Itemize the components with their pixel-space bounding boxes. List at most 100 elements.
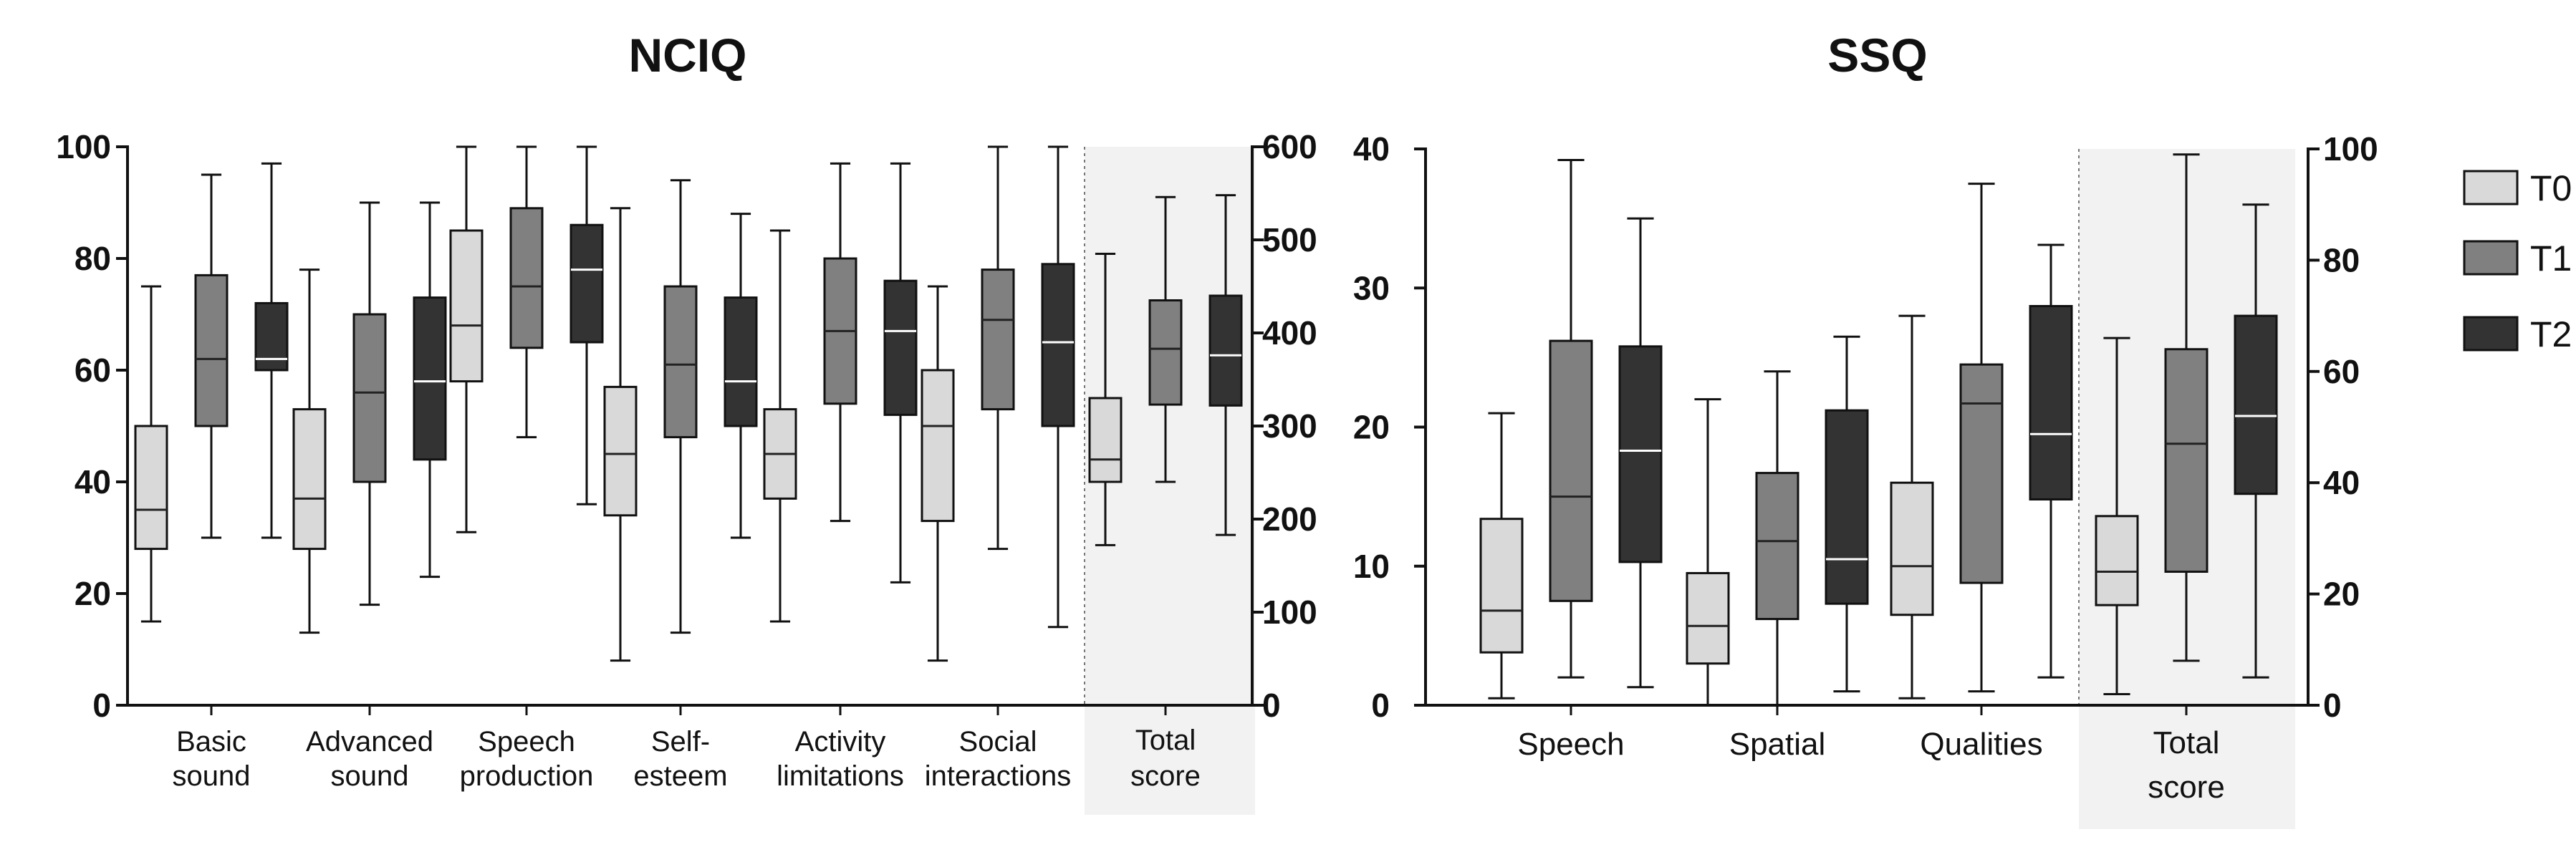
box-iqr [2095, 515, 2139, 606]
right-tick-label: 80 [2323, 241, 2360, 279]
right-tick-label: 100 [2323, 130, 2378, 168]
chart-title: SSQ [1827, 29, 1927, 82]
box-t1 [1959, 183, 2004, 693]
box-iqr [921, 369, 955, 523]
box-iqr [292, 408, 327, 551]
box-t1 [663, 179, 698, 634]
box-iqr [2029, 305, 2073, 501]
left-tick-label: 20 [1353, 409, 1390, 446]
box-t1 [194, 173, 229, 539]
box-iqr [1959, 363, 2004, 584]
legend-label-t1: T1 [2530, 238, 2572, 279]
right-tick-label: 400 [1262, 314, 1317, 352]
box-iqr [663, 285, 698, 439]
legend: T0 T1 T2 [2463, 168, 2572, 354]
box-t0 [1479, 412, 1524, 700]
box-iqr [194, 274, 229, 427]
left-tick-label: 40 [75, 463, 111, 500]
ssq-panel: SSQ 0 10 20 30 40 0 20 40 60 80 100 Speech Spatial Qua… [1353, 29, 2378, 829]
box-iqr [1618, 345, 1663, 563]
box-iqr [883, 279, 918, 416]
box-iqr [724, 296, 758, 427]
category-label: score [1130, 760, 1201, 792]
box-t1 [352, 201, 387, 606]
box-iqr [449, 229, 484, 383]
box-iqr [603, 385, 638, 517]
right-tick-label: 60 [2323, 353, 2360, 390]
box-t0 [134, 285, 168, 623]
box-iqr [1890, 481, 1934, 616]
box-t2 [569, 145, 604, 505]
box-iqr [981, 268, 1015, 411]
box-iqr [2164, 348, 2209, 573]
box-iqr [1208, 294, 1243, 407]
category-label: score [2148, 770, 2225, 805]
left-tick-label: 10 [1353, 548, 1390, 585]
box-t1 [509, 145, 544, 439]
box-iqr [1755, 472, 1799, 621]
category-label: sound [331, 760, 409, 792]
box-t0 [921, 285, 955, 662]
right-tick-label: 600 [1262, 128, 1317, 165]
box-iqr [413, 296, 447, 461]
box-iqr [1479, 518, 1524, 654]
category-label: Self- [651, 726, 710, 758]
category-label: Activity [795, 726, 886, 758]
box-iqr [352, 313, 387, 483]
right-tick-label: 20 [2323, 576, 2360, 613]
box-iqr [1686, 571, 1730, 665]
box-t2 [1041, 145, 1075, 629]
category-label: Spatial [1729, 727, 1826, 762]
right-tick-label: 0 [2323, 687, 2342, 724]
category-label: Speech [1517, 727, 1624, 762]
left-tick-label: 20 [75, 575, 111, 612]
category-label: production [460, 760, 594, 792]
box-t1 [1549, 159, 1593, 679]
category-label: interactions [925, 760, 1072, 792]
box-t2 [1618, 217, 1663, 689]
legend-label-t0: T0 [2530, 168, 2572, 208]
left-tick-label: 60 [75, 352, 111, 389]
box-iqr [1088, 397, 1123, 483]
legend-swatch-t2 [2463, 316, 2519, 352]
right-tick-label: 500 [1262, 221, 1317, 258]
box-t2 [1208, 194, 1243, 536]
nciq-panel: NCIQ 0 20 40 60 80 100 0 100 200 300 400 500 600 Basic… [56, 29, 1317, 815]
box-iqr [1041, 263, 1075, 427]
box-t2 [724, 213, 758, 539]
right-tick-label: 100 [1262, 594, 1317, 631]
box-t1 [981, 145, 1015, 551]
box-t0 [763, 229, 797, 623]
right-tick-label: 0 [1262, 687, 1281, 724]
left-tick-label: 40 [1353, 130, 1390, 168]
category-label: sound [173, 760, 251, 792]
box-t1 [1755, 370, 1799, 707]
left-tick-label: 0 [1371, 687, 1390, 724]
left-tick-label: 0 [92, 687, 111, 724]
box-t0 [603, 207, 638, 662]
box-iqr [509, 207, 544, 349]
box-iqr [1549, 339, 1593, 602]
box-t1 [2164, 153, 2209, 662]
left-tick-label: 30 [1353, 269, 1390, 306]
right-tick-label: 40 [2323, 464, 2360, 501]
box-t2 [2029, 243, 2073, 679]
category-label: Qualities [1920, 727, 2042, 762]
box-iqr [134, 425, 168, 551]
box-iqr [2234, 314, 2278, 495]
box-t0 [2095, 337, 2139, 695]
box-t2 [1825, 335, 1869, 693]
right-tick-label: 300 [1262, 407, 1317, 445]
box-iqr [254, 301, 289, 372]
box-t0 [1890, 314, 1934, 700]
category-label: limitations [777, 760, 904, 792]
category-label: Basic [176, 726, 246, 758]
box-t2 [413, 201, 447, 579]
category-label: Speech [478, 726, 575, 758]
legend-swatch-t0 [2463, 170, 2519, 205]
right-tick-label: 200 [1262, 500, 1317, 538]
box-t2 [254, 162, 289, 539]
box-iqr [1825, 409, 1869, 605]
box-t0 [1088, 253, 1123, 546]
